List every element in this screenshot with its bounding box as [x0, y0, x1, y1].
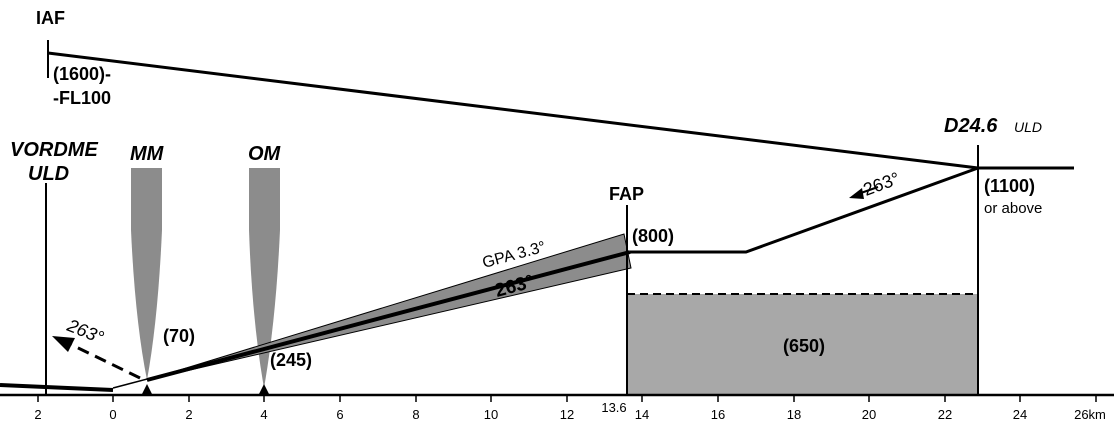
iaf-altitude-line2: -FL100	[53, 88, 111, 108]
tick-label: 2	[185, 407, 192, 422]
iaf-label: IAF	[36, 8, 65, 28]
tick-label: 8	[412, 407, 419, 422]
tick-label: 14	[635, 407, 649, 422]
fap-distance-label: 13.6	[601, 400, 626, 415]
missed-approach-line	[69, 342, 141, 380]
vordme-label-line1: VORDME	[10, 139, 98, 161]
tick-label: 0	[109, 407, 116, 422]
glide-path-wedge	[146, 233, 632, 381]
iaf-to-d246-descent	[47, 51, 979, 170]
inbound-arrowhead	[849, 188, 864, 199]
mm-altitude: (70)	[163, 326, 195, 346]
d246-altitude-note: or above	[984, 200, 1042, 217]
d246-label: D24.6	[944, 115, 998, 137]
tick-label: 6	[336, 407, 343, 422]
tick-label: 18	[787, 407, 801, 422]
tick-label: 22	[938, 407, 952, 422]
mm-beacon-cone	[131, 168, 162, 380]
axis-ticks	[37, 395, 1097, 402]
intermediate-profile	[630, 166, 979, 254]
om-label: OM	[248, 143, 282, 165]
om-altitude: (245)	[270, 350, 312, 370]
tick-label: 24	[1013, 407, 1027, 422]
msa-box-altitude: (650)	[783, 336, 825, 356]
om-beacon-cone	[249, 168, 280, 388]
runway-segment	[0, 383, 114, 392]
tick-label: 10	[484, 407, 498, 422]
tick-label: 12	[560, 407, 574, 422]
tick-label: 4	[260, 407, 267, 422]
iaf-altitude-line1: (1600)-	[53, 64, 111, 84]
missed-approach-arrowhead	[52, 336, 75, 352]
fap-label: FAP	[609, 184, 644, 204]
vordme-label-line2: ULD	[28, 163, 69, 185]
om-triangle	[259, 384, 269, 394]
d246-sublabel: ULD	[1014, 119, 1042, 135]
tick-label: 16	[711, 407, 725, 422]
tick-label: 20	[862, 407, 876, 422]
glide-path-thin	[112, 251, 631, 389]
mm-label: MM	[130, 143, 165, 165]
tick-label: 26km	[1074, 407, 1106, 422]
fap-altitude: (800)	[632, 226, 674, 246]
inbound-track-label: 263°	[861, 168, 903, 200]
tick-label: 2	[34, 407, 41, 422]
msa-box	[627, 294, 978, 395]
mm-triangle	[142, 384, 152, 394]
d246-altitude: (1100)	[984, 176, 1035, 196]
